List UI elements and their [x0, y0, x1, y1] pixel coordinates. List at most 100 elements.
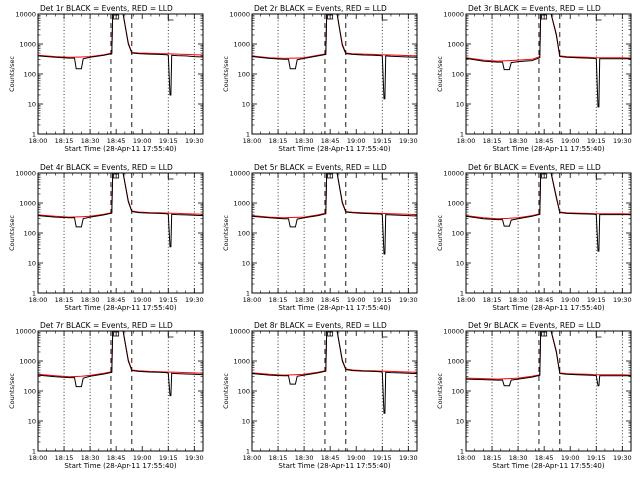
- panel-title: Det 5r BLACK = Events, RED = LLD: [254, 163, 387, 172]
- x-tick-label: 18:15: [269, 296, 288, 304]
- y-tick-label: 1: [460, 131, 464, 139]
- y-axis-label: Counts/sec: [436, 56, 444, 92]
- x-tick-label: 18:45: [535, 454, 554, 462]
- panel-title: Det 7r BLACK = Events, RED = LLD: [40, 321, 173, 330]
- x-tick-label: 19:30: [613, 454, 632, 462]
- x-tick-label: 18:30: [295, 454, 314, 462]
- x-tick-label: 18:00: [243, 137, 262, 145]
- y-tick-label: 100: [238, 230, 250, 238]
- x-tick-label: 19:00: [347, 137, 366, 145]
- panel-data: [38, 14, 203, 96]
- panel-data: [252, 331, 417, 414]
- y-axis-label: Counts/sec: [222, 373, 230, 409]
- y-tick-label: 100: [452, 71, 464, 79]
- y-tick-label: 100: [238, 71, 250, 79]
- y-tick-label: 100: [452, 388, 464, 396]
- x-tick-label: 18:45: [535, 296, 554, 304]
- x-tick-label: 19:00: [347, 296, 366, 304]
- y-tick-label: 10: [456, 418, 464, 426]
- x-tick-label: 18:15: [55, 137, 74, 145]
- y-axis-label: Counts/sec: [8, 373, 16, 409]
- events-series-line: [252, 14, 417, 100]
- x-tick-label: 19:15: [159, 296, 178, 304]
- y-tick-label: 1000: [447, 200, 464, 208]
- y-tick-label: 1000: [19, 200, 36, 208]
- x-axis-label: Start Time (28-Apr-11 17:55:40): [64, 304, 176, 312]
- x-tick-label: 18:15: [269, 454, 288, 462]
- x-tick-label: 18:00: [243, 296, 262, 304]
- panel-title: Det 1r BLACK = Events, RED = LLD: [40, 4, 173, 13]
- events-series-line: [252, 173, 417, 255]
- y-tick-label: 10000: [229, 11, 250, 19]
- events-series-line: [38, 173, 203, 248]
- x-tick-label: 19:30: [399, 454, 418, 462]
- y-axis-label: Counts/sec: [8, 215, 16, 251]
- y-tick-label: 1000: [19, 41, 36, 49]
- y-tick-label: 10: [456, 101, 464, 109]
- panel-title: Det 6r BLACK = Events, RED = LLD: [468, 163, 601, 172]
- y-tick-label: 10000: [443, 170, 464, 178]
- x-axis-label: Start Time (28-Apr-11 17:55:40): [492, 145, 604, 153]
- x-tick-label: 19:15: [587, 137, 606, 145]
- y-tick-label: 1000: [233, 358, 250, 366]
- y-tick-label: 10: [28, 418, 36, 426]
- x-tick-label: 19:00: [133, 454, 152, 462]
- x-tick-label: 19:15: [373, 454, 392, 462]
- x-axis-label: Start Time (28-Apr-11 17:55:40): [278, 304, 390, 312]
- x-axis-label: Start Time (28-Apr-11 17:55:40): [278, 462, 390, 470]
- panel-det-3: Det 3r BLACK = Events, RED = LLD 1 10 100 10…: [436, 4, 632, 153]
- x-tick-label: 18:30: [509, 454, 528, 462]
- x-tick-label: 19:15: [373, 137, 392, 145]
- x-tick-label: 19:15: [159, 454, 178, 462]
- x-axis-label: Start Time (28-Apr-11 17:55:40): [278, 145, 390, 153]
- y-axis-label: Counts/sec: [222, 215, 230, 251]
- x-axis-label: Start Time (28-Apr-11 17:55:40): [492, 462, 604, 470]
- x-tick-label: 18:00: [243, 454, 262, 462]
- y-tick-label: 10000: [15, 11, 36, 19]
- y-tick-label: 10000: [15, 328, 36, 336]
- panel-data: [38, 173, 203, 248]
- y-tick-label: 1: [460, 290, 464, 298]
- y-tick-label: 1: [32, 448, 36, 456]
- x-tick-label: 18:45: [107, 296, 126, 304]
- panel-det-5: Det 5r BLACK = Events, RED = LLD 1 10 100 10…: [222, 163, 418, 312]
- panel-det-6: Det 6r BLACK = Events, RED = LLD 1 10 100 10…: [436, 163, 632, 312]
- x-tick-label: 19:30: [613, 296, 632, 304]
- x-tick-label: 18:15: [483, 137, 502, 145]
- x-tick-label: 18:45: [321, 454, 340, 462]
- x-tick-label: 19:00: [561, 454, 580, 462]
- panel-data: [38, 331, 203, 397]
- y-tick-label: 10000: [229, 170, 250, 178]
- y-tick-label: 1: [32, 131, 36, 139]
- y-tick-label: 100: [24, 230, 36, 238]
- x-tick-label: 18:30: [509, 137, 528, 145]
- x-tick-label: 18:15: [269, 137, 288, 145]
- y-tick-label: 10: [242, 101, 250, 109]
- x-tick-label: 18:30: [295, 296, 314, 304]
- y-tick-label: 100: [24, 71, 36, 79]
- x-tick-label: 19:00: [133, 137, 152, 145]
- x-tick-label: 18:15: [483, 296, 502, 304]
- panel-det-1: Det 1r BLACK = Events, RED = LLD 1 10 100 10…: [8, 4, 204, 153]
- y-tick-label: 100: [452, 230, 464, 238]
- y-tick-label: 10: [242, 418, 250, 426]
- y-tick-label: 10000: [229, 328, 250, 336]
- y-axis-label: Counts/sec: [222, 56, 230, 92]
- x-tick-label: 19:00: [133, 296, 152, 304]
- x-tick-label: 19:15: [587, 454, 606, 462]
- x-tick-label: 19:30: [399, 137, 418, 145]
- y-tick-label: 10000: [443, 328, 464, 336]
- panel-det-2: Det 2r BLACK = Events, RED = LLD 1 10 100 10…: [222, 4, 418, 153]
- panel-det-7: Det 7r BLACK = Events, RED = LLD 1 10 100 10…: [8, 321, 204, 470]
- y-tick-label: 1000: [19, 358, 36, 366]
- y-tick-label: 10: [456, 260, 464, 268]
- x-tick-label: 19:15: [373, 296, 392, 304]
- panel-title: Det 2r BLACK = Events, RED = LLD: [254, 4, 387, 13]
- panel-title: Det 4r BLACK = Events, RED = LLD: [40, 163, 173, 172]
- x-tick-label: 19:30: [399, 296, 418, 304]
- x-tick-label: 18:00: [457, 454, 476, 462]
- x-tick-label: 18:15: [483, 454, 502, 462]
- y-tick-label: 1: [246, 290, 250, 298]
- y-tick-label: 1: [246, 448, 250, 456]
